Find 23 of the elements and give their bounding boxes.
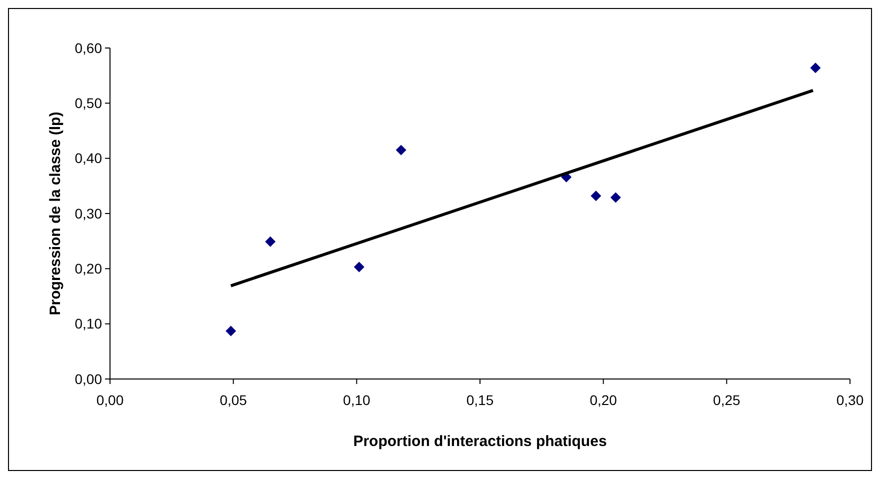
x-tick-label: 0,05	[220, 392, 248, 408]
point	[354, 262, 364, 272]
x-tick-label: 0,15	[466, 392, 494, 408]
y-tick-label: 0,10	[74, 316, 102, 332]
point	[810, 62, 821, 74]
point	[265, 236, 276, 247]
x-axis-title: Proportion d'interactions phatiques	[353, 433, 607, 450]
point	[226, 326, 236, 336]
y-tick-label: 0,60	[74, 40, 102, 56]
point	[610, 192, 621, 203]
x-tick-label: 0,10	[343, 392, 371, 408]
point	[396, 144, 406, 156]
point	[590, 190, 602, 202]
y-tick-label: 0,50	[74, 95, 102, 112]
y-tick-label: 0,30	[74, 205, 102, 222]
x-tick-label: 0,30	[836, 392, 864, 408]
x-tick-label: 0,20	[590, 392, 618, 408]
y-tick-label: 0,40	[74, 150, 102, 166]
y-tick-label: 0,20	[74, 260, 102, 277]
y-tick-label: 0,00	[74, 370, 102, 387]
x-tick-label: 0,25	[713, 392, 741, 408]
y-axis-title: Progression de la classe (lp)	[47, 112, 64, 316]
x-tick-label: 0,00	[96, 392, 124, 408]
